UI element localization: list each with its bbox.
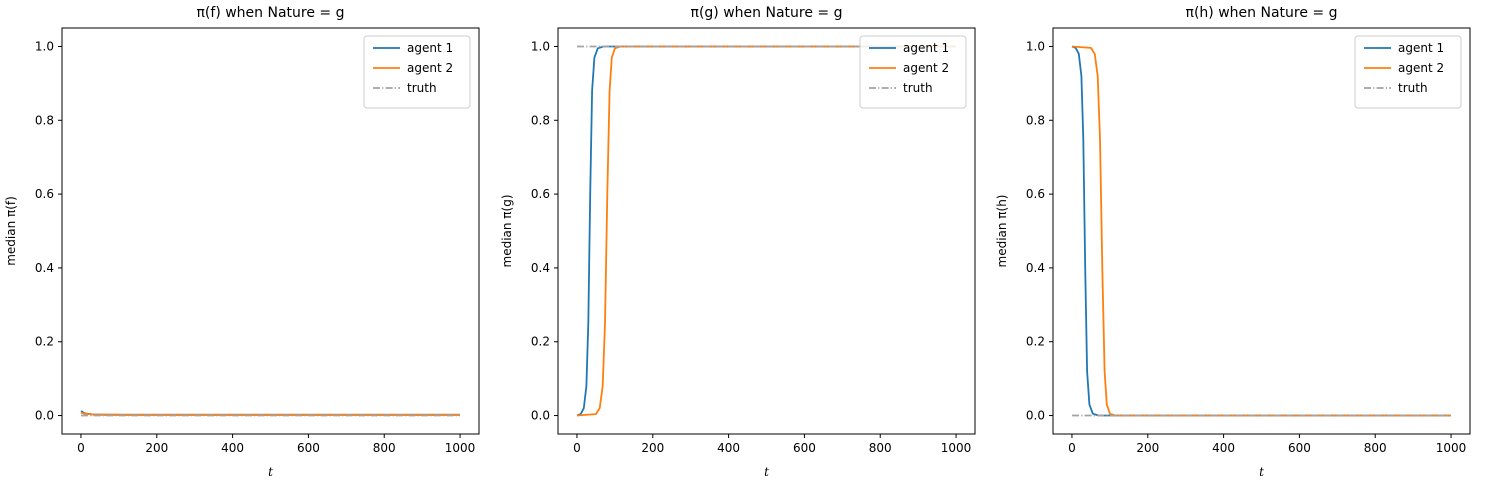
x-tick-label: 1000 [1436,441,1467,455]
legend-label: truth [903,81,933,95]
y-tick-label: 0.4 [35,261,54,275]
y-tick-label: 0.0 [531,409,550,423]
legend-label: truth [407,81,437,95]
y-axis-label: median π(h) [995,195,1009,268]
chart-svg: π(f) when Nature = g 0 200 400 600 800 1000 0.0… [4,5,480,479]
legend-label: agent 2 [407,61,453,75]
legend-label: agent 2 [1398,61,1444,75]
legend-box [363,35,471,109]
y-tick-label: 0.8 [1026,113,1045,127]
x-tick-label: 400 [717,441,740,455]
subplot-pi-f: π(f) when Nature = g 0 200 400 600 800 1000 0.0… [0,0,496,490]
y-tick-label: 0.6 [1026,187,1045,201]
legend-label: agent 1 [1398,41,1444,55]
x-tick-label: 800 [373,441,396,455]
y-tick-label: 1.0 [35,39,54,53]
x-tick-label: 200 [145,441,168,455]
y-tick-label: 0.2 [35,335,54,349]
x-tick-label: 400 [1212,441,1235,455]
legend-box [1354,35,1462,109]
legend-label: agent 1 [903,41,949,55]
x-tick-label: 200 [641,441,664,455]
y-tick-label: 0.6 [35,187,54,201]
x-tick-label: 0 [77,441,85,455]
y-axis-label: median π(f) [4,196,18,266]
x-tick-label: 1000 [940,441,971,455]
y-tick-label: 0.8 [35,113,54,127]
x-tick-label: 1000 [445,441,476,455]
y-tick-label: 0.4 [1026,261,1045,275]
x-axis-label: t [1259,465,1264,479]
subplot-pi-h: π(h) when Nature = g 0 200 400 600 800 1000 0.0… [991,0,1487,490]
x-tick-label: 400 [221,441,244,455]
plot-border [1052,27,1471,435]
y-tick-label: 1.0 [531,39,550,53]
chart-title: π(g) when Nature = g [690,5,842,21]
y-tick-label: 0.2 [531,335,550,349]
y-tick-label: 0.2 [1026,335,1045,349]
chart-svg: π(h) when Nature = g 0 200 400 600 800 1000 0.0… [995,5,1471,479]
plot-border [61,27,480,435]
chart-svg: π(g) when Nature = g 0 200 400 600 800 1000 0.0… [500,5,976,479]
y-tick-label: 0.0 [1026,409,1045,423]
x-tick-label: 0 [573,441,581,455]
subplot-pi-g: π(g) when Nature = g 0 200 400 600 800 1000 0.0… [496,0,992,490]
x-axis-label: t [764,465,769,479]
x-tick-label: 800 [1364,441,1387,455]
chart-title: π(h) when Nature = g [1186,5,1338,21]
x-axis-label: t [268,465,273,479]
x-tick-label: 600 [297,441,320,455]
legend-box [859,35,967,109]
legend-label: agent 2 [903,61,949,75]
x-tick-label: 600 [1288,441,1311,455]
x-tick-label: 600 [793,441,816,455]
x-tick-label: 800 [868,441,891,455]
chart-title: π(f) when Nature = g [197,5,345,21]
plot-border [557,27,976,435]
y-tick-label: 0.0 [35,409,54,423]
series-line-agent-2 [80,411,460,416]
y-tick-label: 0.8 [531,113,550,127]
x-tick-label: 0 [1068,441,1076,455]
y-tick-label: 0.4 [531,261,550,275]
x-tick-label: 200 [1137,441,1160,455]
y-axis-label: median π(g) [500,194,514,267]
legend-label: agent 1 [407,41,453,55]
y-tick-label: 1.0 [1026,39,1045,53]
y-tick-label: 0.6 [531,187,550,201]
legend-label: truth [1398,81,1428,95]
